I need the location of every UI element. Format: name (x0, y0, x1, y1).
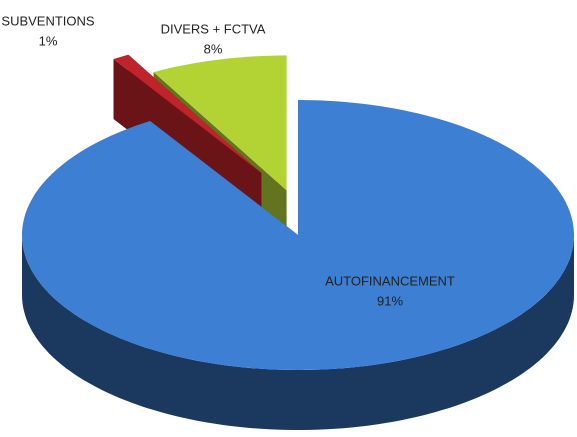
slice-value-label: 91% (377, 293, 403, 308)
slice-wall (22, 235, 574, 430)
slice-value-label: 8% (204, 41, 223, 56)
slice (153, 55, 287, 191)
slice (22, 100, 574, 370)
slice-label: DIVERS + FCTVA (161, 21, 266, 36)
slice (113, 54, 262, 174)
slice-label: AUTOFINANCEMENT (325, 273, 455, 288)
slice-label: SUBVENTIONS (1, 13, 95, 28)
slice-value-label: 1% (39, 33, 58, 48)
